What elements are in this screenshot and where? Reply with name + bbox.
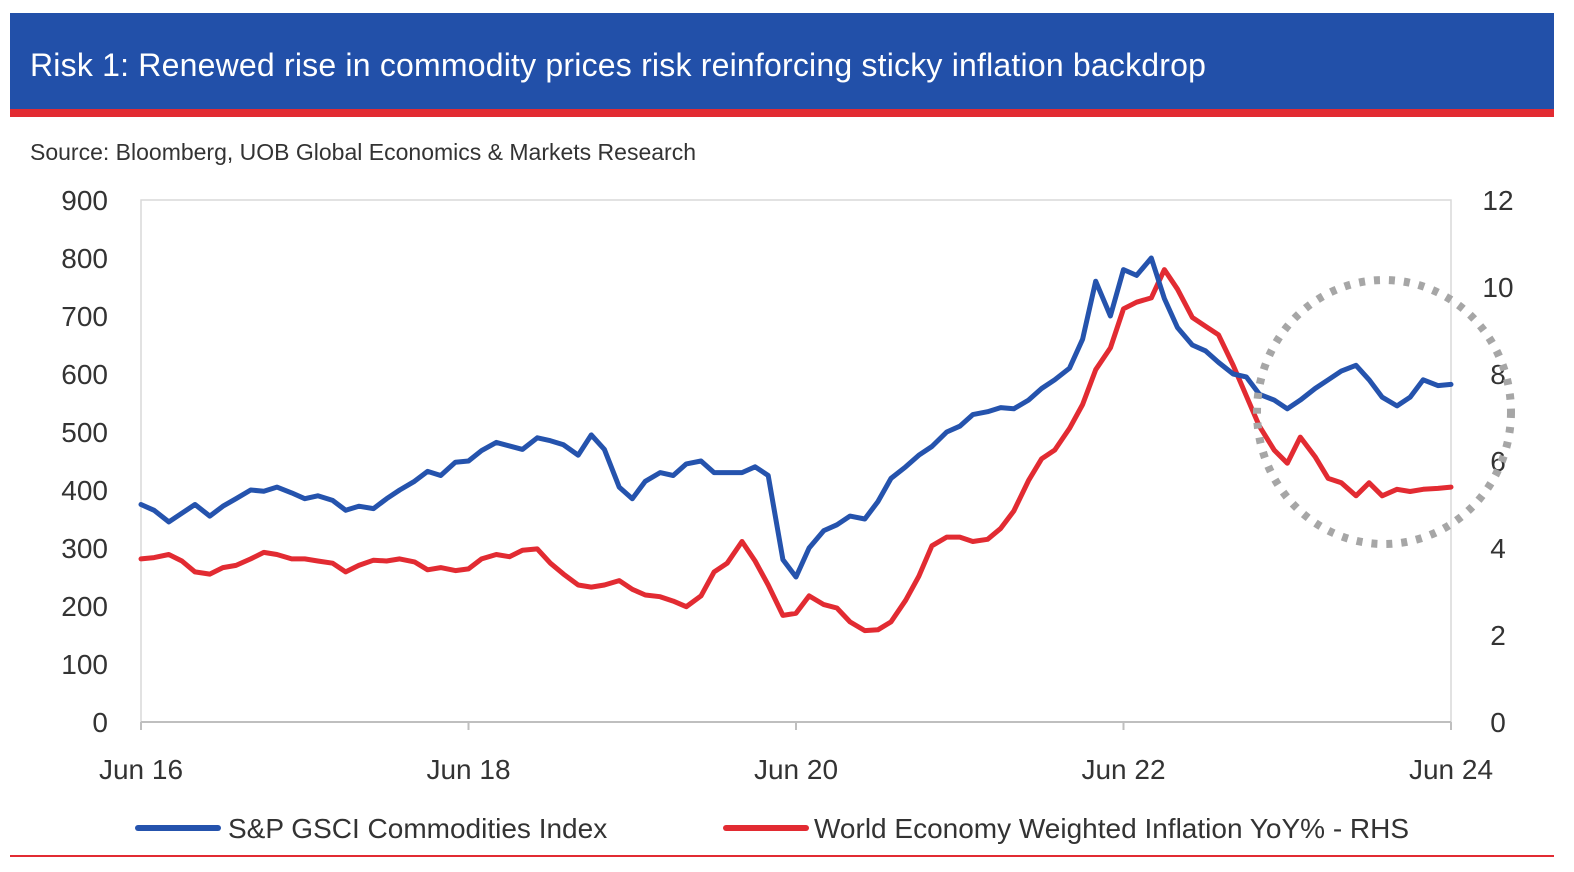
y-left-tick-label: 400 <box>61 475 108 506</box>
x-axis: Jun 16 Jun 18 Jun 20 Jun 22 Jun 24 <box>99 722 1493 785</box>
y-axis-left: 0 100 200 300 400 500 600 700 800 900 <box>61 185 108 738</box>
title-bar: Risk 1: Renewed rise in commodity prices… <box>10 13 1554 109</box>
plot-area-frame <box>140 199 1452 723</box>
series-line-inflation <box>138 267 1454 634</box>
legend: S&P GSCI Commodities Index World Economy … <box>135 813 1409 844</box>
source-note: Source: Bloomberg, UOB Global Economics … <box>30 139 696 165</box>
bottom-rule <box>10 855 1554 857</box>
y-left-tick-label: 200 <box>61 591 108 622</box>
y-right-tick-label: 12 <box>1482 185 1513 216</box>
series-layer <box>138 255 1454 634</box>
y-left-tick-label: 600 <box>61 359 108 390</box>
x-tick-label: Jun 22 <box>1081 754 1165 785</box>
y-left-tick-label: 800 <box>61 243 108 274</box>
y-left-tick-label: 100 <box>61 649 108 680</box>
y-right-tick-label: 10 <box>1482 272 1513 303</box>
y-right-tick-label: 8 <box>1490 359 1506 390</box>
x-tick-label: Jun 24 <box>1409 754 1493 785</box>
x-tick-label: Jun 18 <box>426 754 510 785</box>
y-right-tick-label: 2 <box>1490 620 1506 651</box>
series-line-commodities <box>138 255 1454 580</box>
y-right-tick-label: 4 <box>1490 533 1506 564</box>
highlight-circle <box>1253 276 1515 548</box>
x-tick-label: Jun 16 <box>99 754 183 785</box>
chart-title: Risk 1: Renewed rise in commodity prices… <box>30 47 1207 83</box>
y-left-tick-label: 900 <box>61 185 108 216</box>
y-right-tick-label: 0 <box>1490 707 1506 738</box>
legend-label: World Economy Weighted Inflation YoY% - … <box>814 813 1409 844</box>
chart: Jun 16 Jun 18 Jun 20 Jun 22 Jun 24 010020030… <box>61 185 1515 844</box>
legend-label: S&P GSCI Commodities Index <box>228 813 607 844</box>
y-left-tick-label: 0 <box>92 707 108 738</box>
title-underline <box>10 109 1554 117</box>
y-left-tick-label: 700 <box>61 301 108 332</box>
y-left-tick-label: 500 <box>61 417 108 448</box>
y-left-tick-label: 300 <box>61 533 108 564</box>
x-tick-label: Jun 20 <box>754 754 838 785</box>
